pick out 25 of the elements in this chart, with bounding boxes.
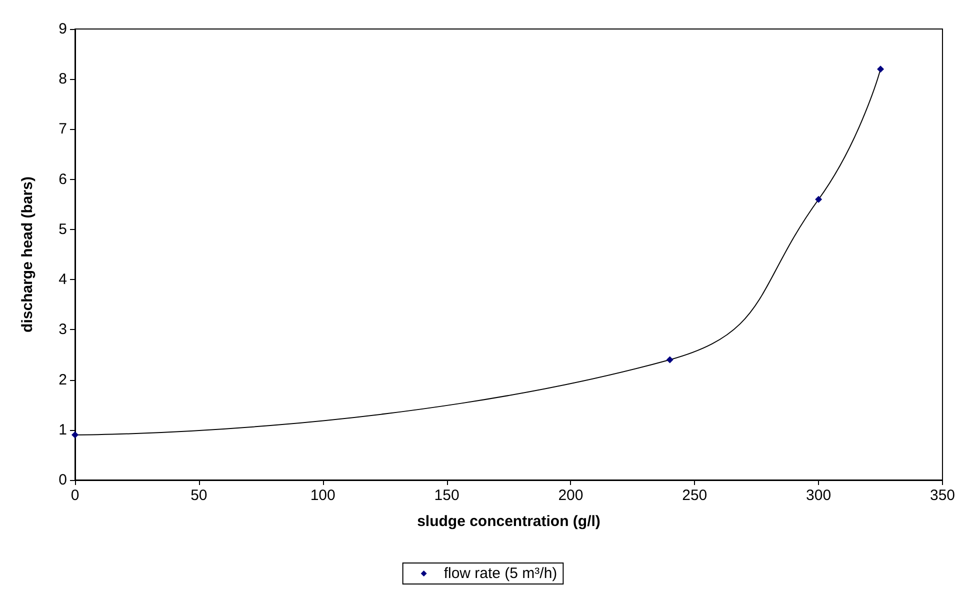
y-tick-label: 7: [58, 120, 67, 138]
point: [666, 356, 674, 364]
y-tick-label: 1: [58, 421, 67, 438]
y-tick-label: 2: [58, 371, 67, 388]
x-axis-title: sludge concentration (g/l): [417, 513, 600, 530]
x-tick-label: 200: [558, 487, 584, 504]
x-tick-label: 350: [930, 487, 955, 504]
legend-label: flow rate (5 m³/h): [444, 565, 558, 582]
x-tick-label: 50: [190, 487, 208, 504]
y-axis-title: discharge head (bars): [19, 176, 36, 332]
y-tick-label: 5: [58, 220, 67, 238]
x-tick-label: 250: [682, 487, 708, 504]
y-tick-label: 9: [58, 20, 67, 38]
y-tick-label: 0: [58, 472, 67, 488]
x-tick-label: 300: [806, 487, 832, 504]
y-tick-label: 3: [58, 321, 67, 338]
point: [72, 431, 78, 438]
y-tick-label: 4: [58, 271, 67, 288]
x-tick-label: 150: [434, 487, 460, 504]
point: [815, 196, 822, 203]
x-tick-label: 0: [70, 487, 80, 504]
x-tick-label: 100: [310, 487, 336, 504]
point: [877, 66, 884, 73]
y-tick-label: 6: [58, 170, 67, 188]
y-tick-label: 8: [58, 70, 67, 88]
